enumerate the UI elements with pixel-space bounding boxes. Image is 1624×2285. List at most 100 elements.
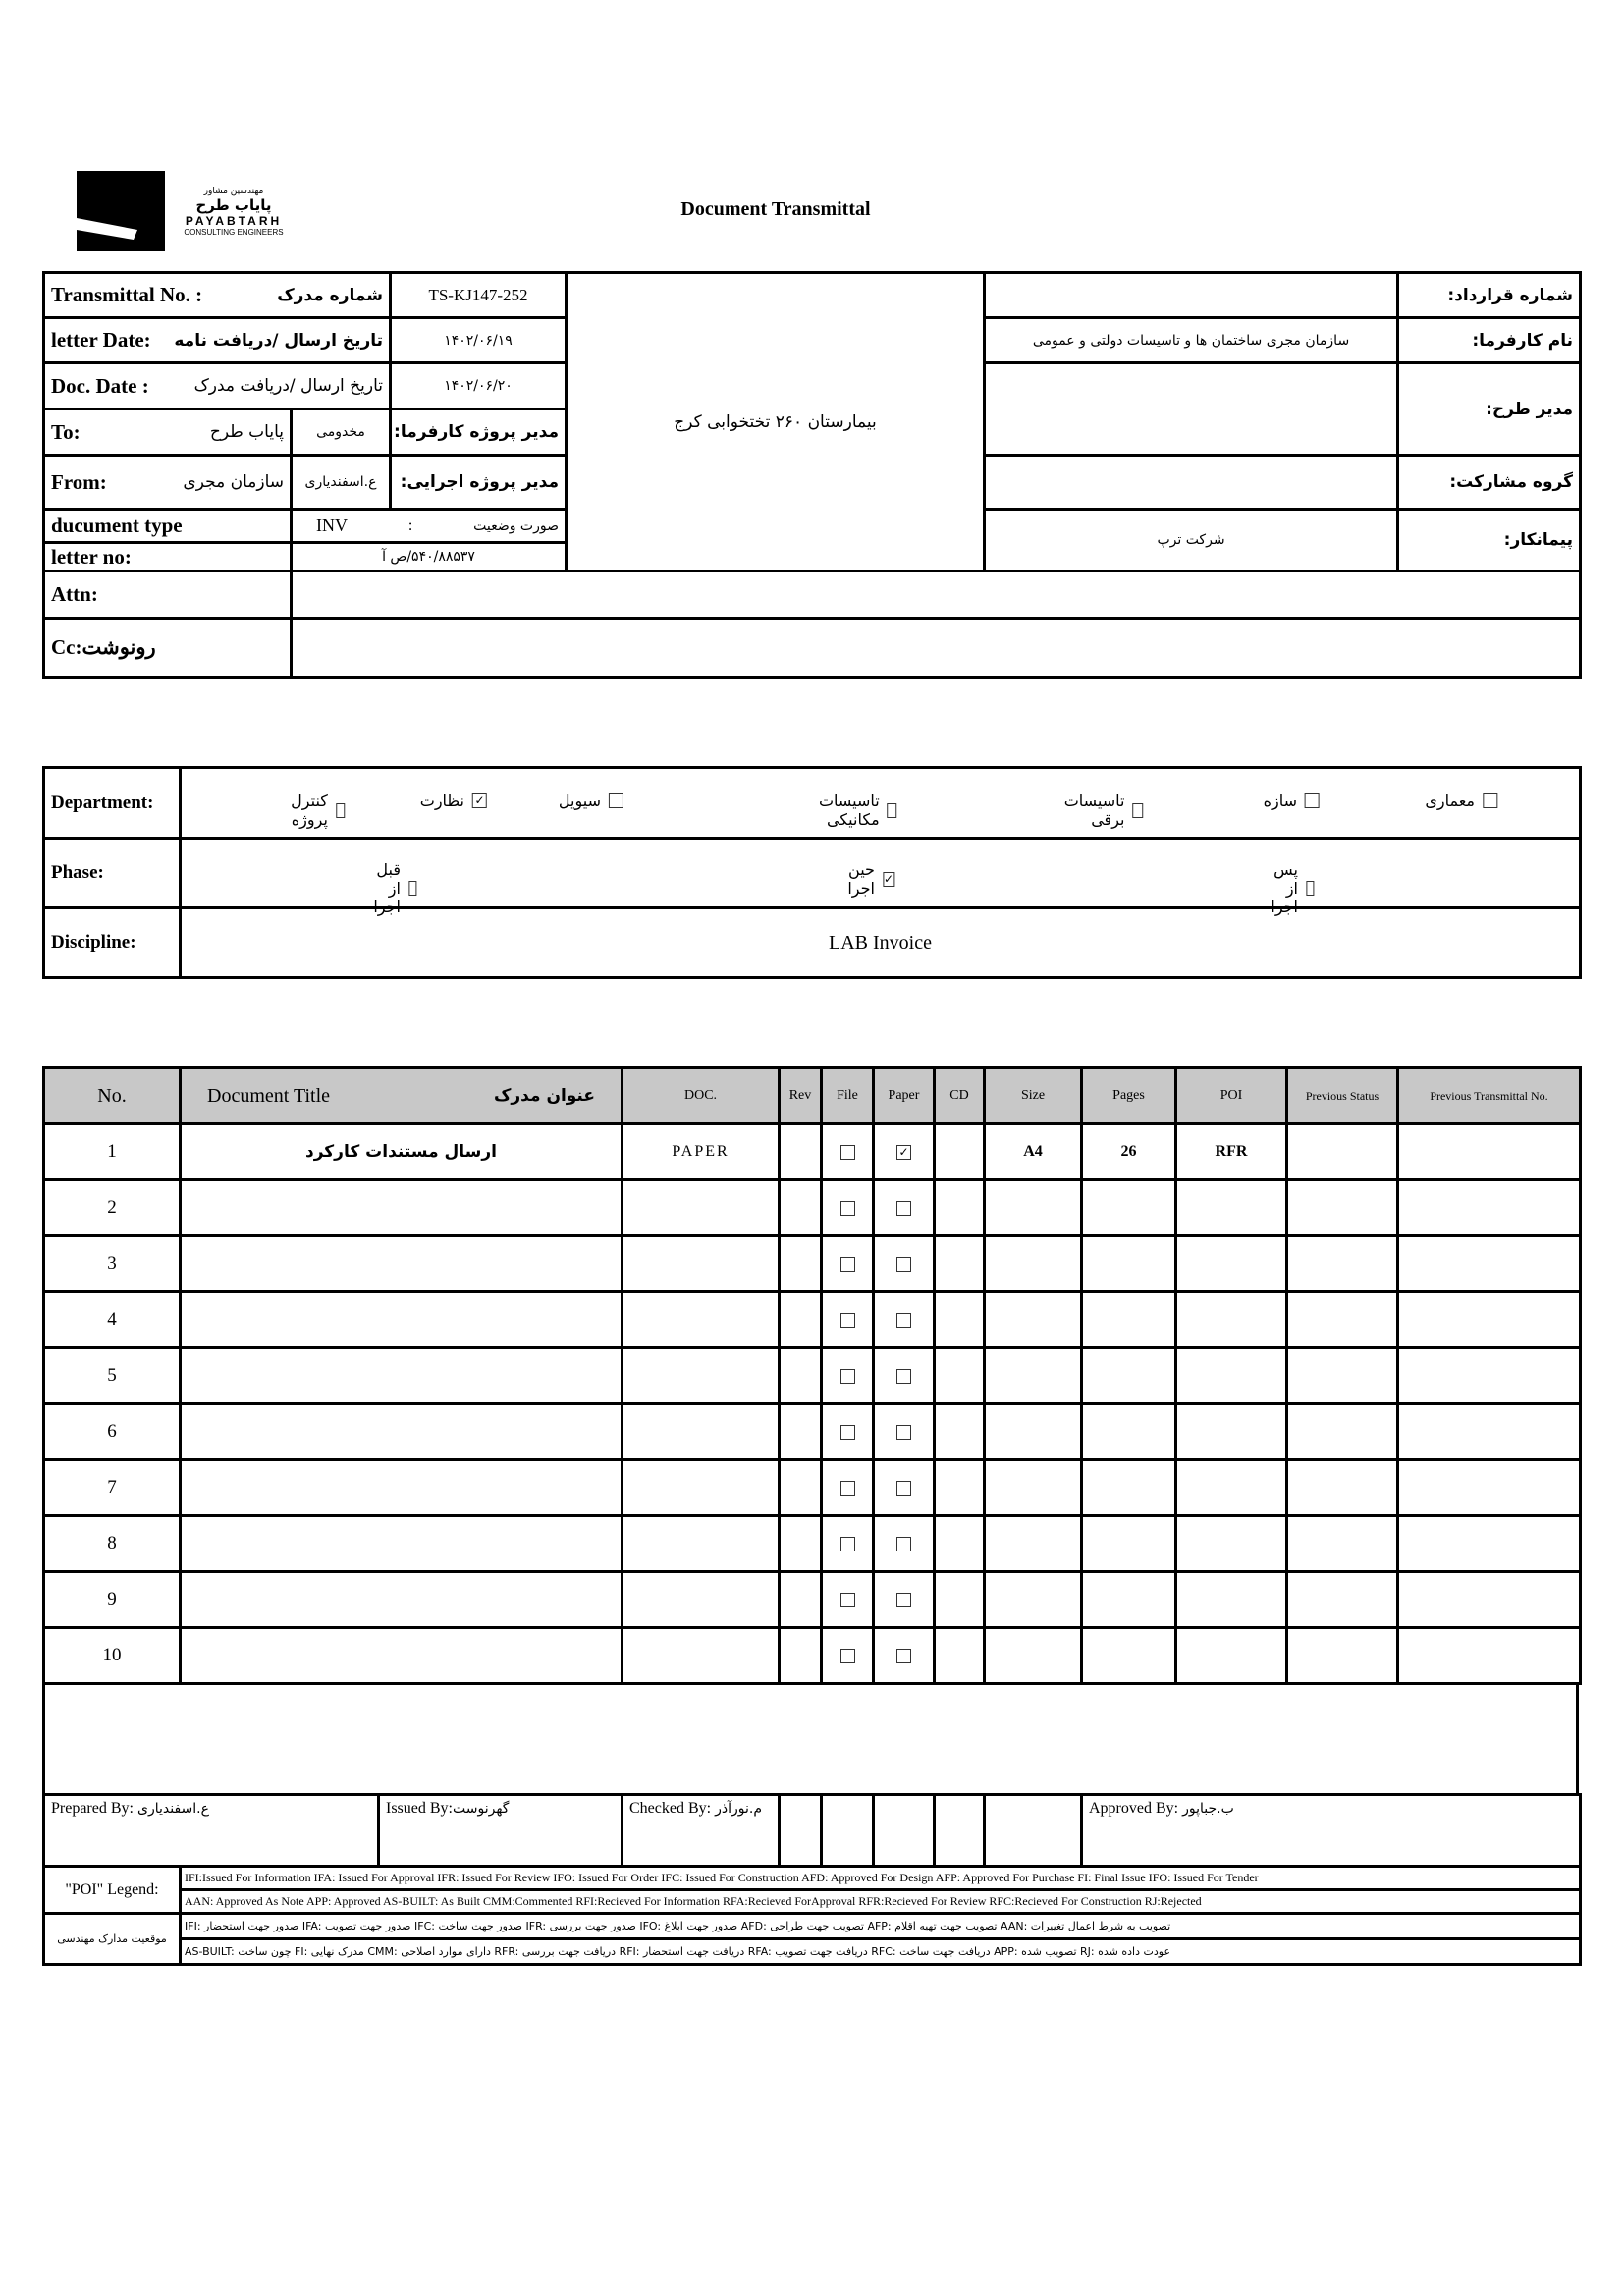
paper-checkbox[interactable] xyxy=(896,1312,911,1328)
department-option[interactable]: سازه xyxy=(1264,791,1320,810)
option-label: پس از اجرا xyxy=(1271,860,1298,916)
company-logo xyxy=(77,171,165,251)
cell-prev-status xyxy=(1285,1570,1399,1629)
cell-file xyxy=(820,1626,875,1685)
cell-title xyxy=(179,1626,623,1685)
logo-mark-icon xyxy=(77,218,137,240)
file-checkbox[interactable] xyxy=(839,1200,855,1216)
employer-pm-name: مخدومی xyxy=(290,408,392,457)
file-checkbox[interactable] xyxy=(839,1368,855,1384)
paper-checkbox[interactable] xyxy=(896,1200,911,1216)
col-poi: POI xyxy=(1174,1066,1288,1125)
cell-file xyxy=(820,1346,875,1405)
cell-poi xyxy=(1174,1626,1288,1685)
cell-size xyxy=(983,1458,1083,1517)
paper-checkbox[interactable]: ✓ xyxy=(896,1144,911,1160)
cell-cd xyxy=(933,1346,986,1405)
department-option[interactable]: کنترل پروژه xyxy=(285,791,345,829)
issued-by: Issued By:گهرنوست xyxy=(377,1793,623,1868)
phase-options xyxy=(179,837,1582,909)
cell-doc xyxy=(621,1626,781,1685)
legend-line-1: IFI:Issued For Information IFA: Issued F… xyxy=(179,1865,1582,1891)
executive-pm-name: ع.اسفندیاری xyxy=(290,454,392,511)
paper-checkbox[interactable] xyxy=(896,1256,911,1272)
checkbox[interactable] xyxy=(335,802,345,818)
file-checkbox[interactable] xyxy=(839,1592,855,1607)
checkbox[interactable] xyxy=(1305,793,1320,808)
transmittal-no-value: TS-KJ147-252 xyxy=(389,271,568,319)
phase-option[interactable]: ✓ حین اجرا xyxy=(844,860,894,898)
paper-checkbox[interactable] xyxy=(896,1592,911,1607)
cell-prev-status xyxy=(1285,1514,1399,1573)
cell-rev xyxy=(778,1234,823,1293)
checkbox[interactable]: ✓ xyxy=(472,793,487,808)
cell-title xyxy=(179,1234,623,1293)
letter-no-value: ۵۴۰/۸۸۵۳۷/ص آ xyxy=(290,541,568,572)
cell-cd xyxy=(933,1234,986,1293)
cell-size xyxy=(983,1290,1083,1349)
cell-doc xyxy=(621,1346,781,1405)
department-option[interactable]: ✓ نظارت xyxy=(420,791,487,810)
cell-size xyxy=(983,1178,1083,1237)
contract-no-label: شماره قرارداد: xyxy=(1396,271,1582,319)
transmittal-no-label: Transmittal No. : شماره مدرک xyxy=(42,271,392,319)
cell-size xyxy=(983,1402,1083,1461)
col-rev: Rev xyxy=(778,1066,823,1125)
cell-file xyxy=(820,1178,875,1237)
file-checkbox[interactable] xyxy=(839,1256,855,1272)
paper-checkbox[interactable] xyxy=(896,1424,911,1440)
cell-prev-transmittal xyxy=(1396,1234,1582,1293)
checkbox[interactable] xyxy=(1305,881,1314,896)
phase-label: Phase: xyxy=(42,837,182,909)
checkbox[interactable] xyxy=(609,793,623,808)
phase-option[interactable]: قبل از اجرا xyxy=(366,860,416,916)
department-option[interactable]: تاسیسات برقی xyxy=(1059,791,1143,829)
department-option[interactable]: تاسیسات مکانیکی xyxy=(813,791,896,829)
department-option[interactable]: سیویل xyxy=(559,791,623,810)
checkbox[interactable] xyxy=(407,881,416,896)
file-checkbox[interactable] xyxy=(839,1312,855,1328)
department-option[interactable]: معماری xyxy=(1425,791,1497,810)
file-checkbox[interactable] xyxy=(839,1480,855,1496)
cell-no: 3 xyxy=(42,1234,182,1293)
paper-checkbox[interactable] xyxy=(896,1536,911,1551)
cell-title xyxy=(179,1402,623,1461)
legend-line-2: AAN: Approved As Note APP: Approved AS-B… xyxy=(179,1888,1582,1915)
cell-poi xyxy=(1174,1346,1288,1405)
remarks-area xyxy=(42,1682,1579,1796)
checkbox[interactable]: ✓ xyxy=(882,871,894,887)
cell-no: 10 xyxy=(42,1626,182,1685)
cell-title xyxy=(179,1514,623,1573)
col-prev-transmittal: Previous Transmittal No. xyxy=(1396,1066,1582,1125)
employer-pm-label: مدیر پروژه کارفرما: xyxy=(389,408,568,457)
file-checkbox[interactable] xyxy=(839,1536,855,1551)
paper-checkbox[interactable] xyxy=(896,1368,911,1384)
phase-option[interactable]: پس از اجرا xyxy=(1264,860,1314,916)
cell-poi xyxy=(1174,1178,1288,1237)
cell-cd xyxy=(933,1178,986,1237)
cell-poi xyxy=(1174,1290,1288,1349)
cell-size: A4 xyxy=(983,1122,1083,1181)
table-row: 6 xyxy=(42,1402,1582,1461)
paper-checkbox[interactable] xyxy=(896,1480,911,1496)
attn-label: Attn: xyxy=(42,570,293,620)
file-checkbox[interactable] xyxy=(839,1648,855,1663)
checkbox[interactable] xyxy=(1483,793,1497,808)
table-row: 5 xyxy=(42,1346,1582,1405)
cell-poi xyxy=(1174,1514,1288,1573)
checkbox[interactable] xyxy=(1132,802,1143,818)
legend-fa-label: موقعیت مدارک مهندسی xyxy=(42,1912,182,1966)
cell-paper xyxy=(872,1234,936,1293)
cell-prev-status xyxy=(1285,1346,1399,1405)
cell-paper xyxy=(872,1402,936,1461)
file-checkbox[interactable] xyxy=(839,1424,855,1440)
cell-rev xyxy=(778,1178,823,1237)
cell-prev-transmittal xyxy=(1396,1458,1582,1517)
employer-value: سازمان مجری ساختمان ها و تاسیسات دولتی و… xyxy=(983,316,1399,364)
cell-doc xyxy=(621,1290,781,1349)
file-checkbox[interactable] xyxy=(839,1144,855,1160)
option-label: سازه xyxy=(1263,791,1297,810)
col-doc: DOC. xyxy=(621,1066,781,1125)
checkbox[interactable] xyxy=(887,802,896,818)
paper-checkbox[interactable] xyxy=(896,1648,911,1663)
